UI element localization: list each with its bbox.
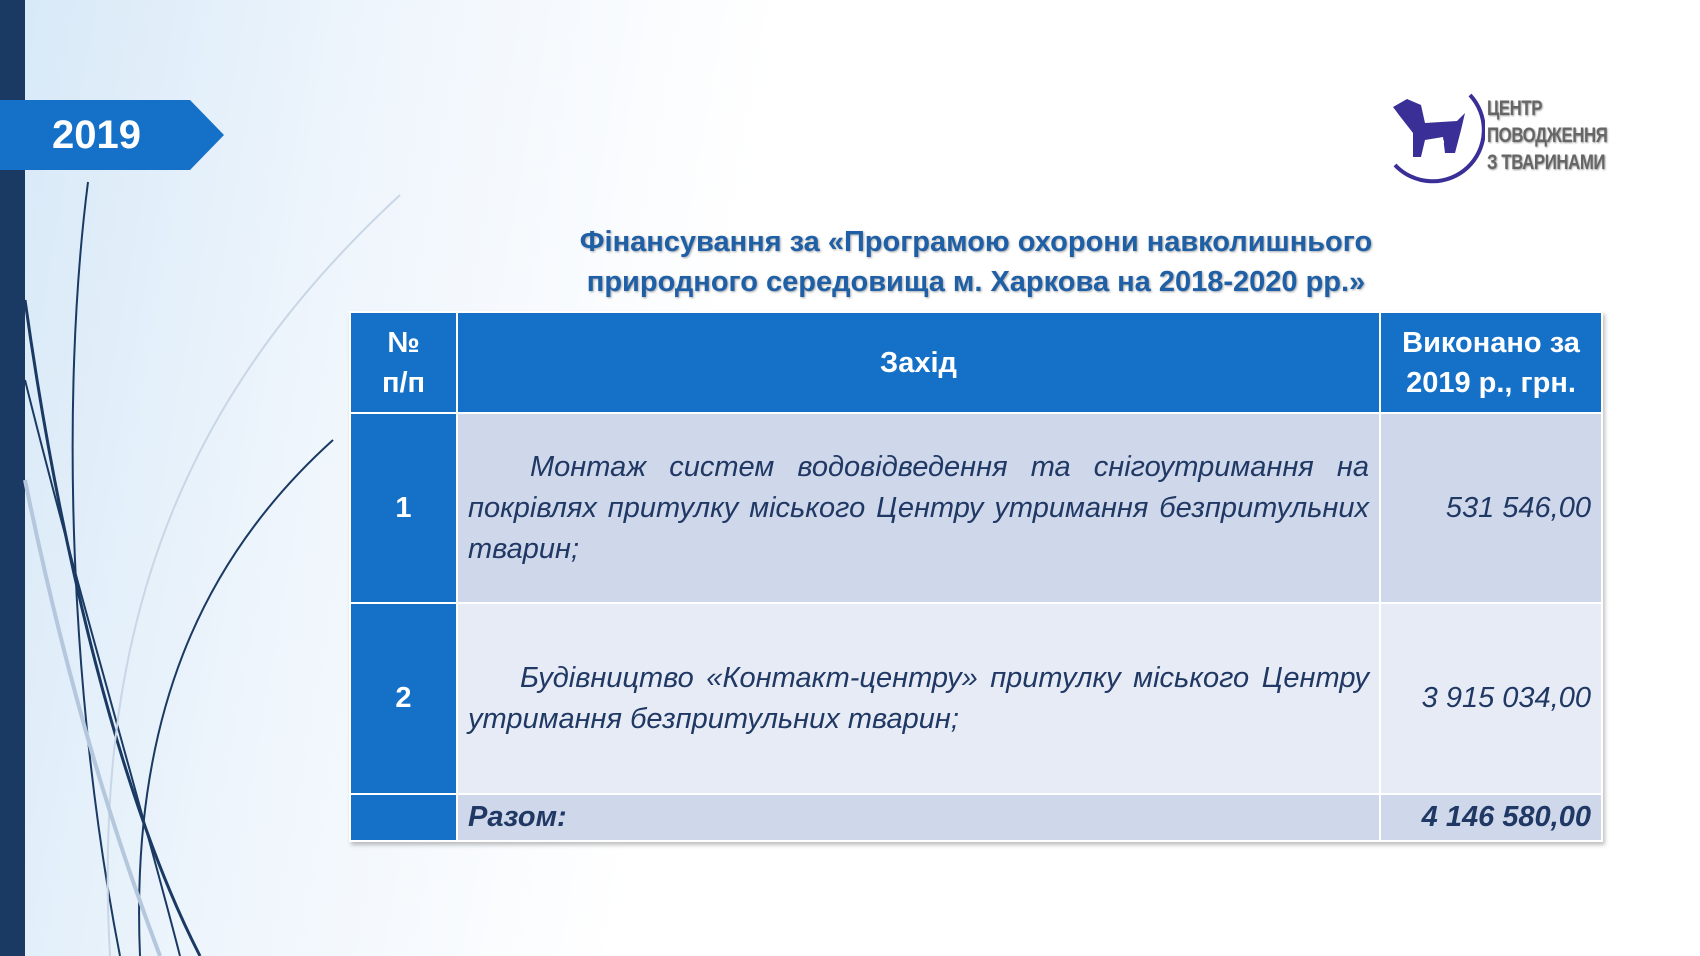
header-measure: Захід bbox=[456, 311, 1381, 414]
table-row: 1 Монтаж систем водовідведення та снігоу… bbox=[349, 412, 1603, 604]
total-row: Разом: 4 146 580,00 bbox=[349, 793, 1603, 842]
logo-text: ЦЕНТР ПОВОДЖЕННЯ З ТВАРИНАМИ bbox=[1487, 95, 1608, 176]
row-amount: 531 546,00 bbox=[1379, 412, 1603, 604]
row-measure: Будівництво «Контакт-центру» притулку мі… bbox=[456, 602, 1381, 795]
logo-line: ЦЕНТР bbox=[1487, 97, 1543, 120]
logo-line: ПОВОДЖЕННЯ bbox=[1487, 124, 1608, 147]
logo: ЦЕНТР ПОВОДЖЕННЯ З ТВАРИНАМИ bbox=[1385, 85, 1635, 185]
row-measure-text: Будівництво «Контакт-центру» притулку мі… bbox=[468, 661, 1369, 735]
total-label: Разом: bbox=[456, 793, 1381, 842]
table-header: № п/п Захід Виконано за 2019 р., грн. bbox=[349, 311, 1603, 414]
table-row: 2 Будівництво «Контакт-центру» притулку … bbox=[349, 602, 1603, 795]
header-done: Виконано за 2019 р., грн. bbox=[1379, 311, 1603, 414]
title-line-1: Фінансування за «Програмою охорони навко… bbox=[579, 226, 1373, 258]
total-num-cell bbox=[349, 793, 458, 842]
title-line-2: природного середовища м. Харкова на 2018… bbox=[586, 266, 1366, 298]
dog-cat-logo-icon bbox=[1393, 93, 1486, 184]
page-title: Фінансування за «Програмою охорони навко… bbox=[350, 222, 1602, 302]
row-amount: 3 915 034,00 bbox=[1379, 602, 1603, 795]
row-measure-text: Монтаж систем водовідведення та снігоутр… bbox=[468, 450, 1369, 565]
row-num: 2 bbox=[349, 602, 458, 795]
row-num: 1 bbox=[349, 412, 458, 604]
header-num: № п/п bbox=[349, 311, 458, 414]
decorative-curves bbox=[23, 181, 401, 956]
logo-line: З ТВАРИНАМИ bbox=[1487, 151, 1606, 174]
year-banner: 2019 bbox=[0, 100, 224, 170]
financing-table: № п/п Захід Виконано за 2019 р., грн. 1 … bbox=[349, 311, 1603, 842]
row-measure: Монтаж систем водовідведення та снігоутр… bbox=[456, 412, 1381, 604]
total-amount: 4 146 580,00 bbox=[1379, 793, 1603, 842]
